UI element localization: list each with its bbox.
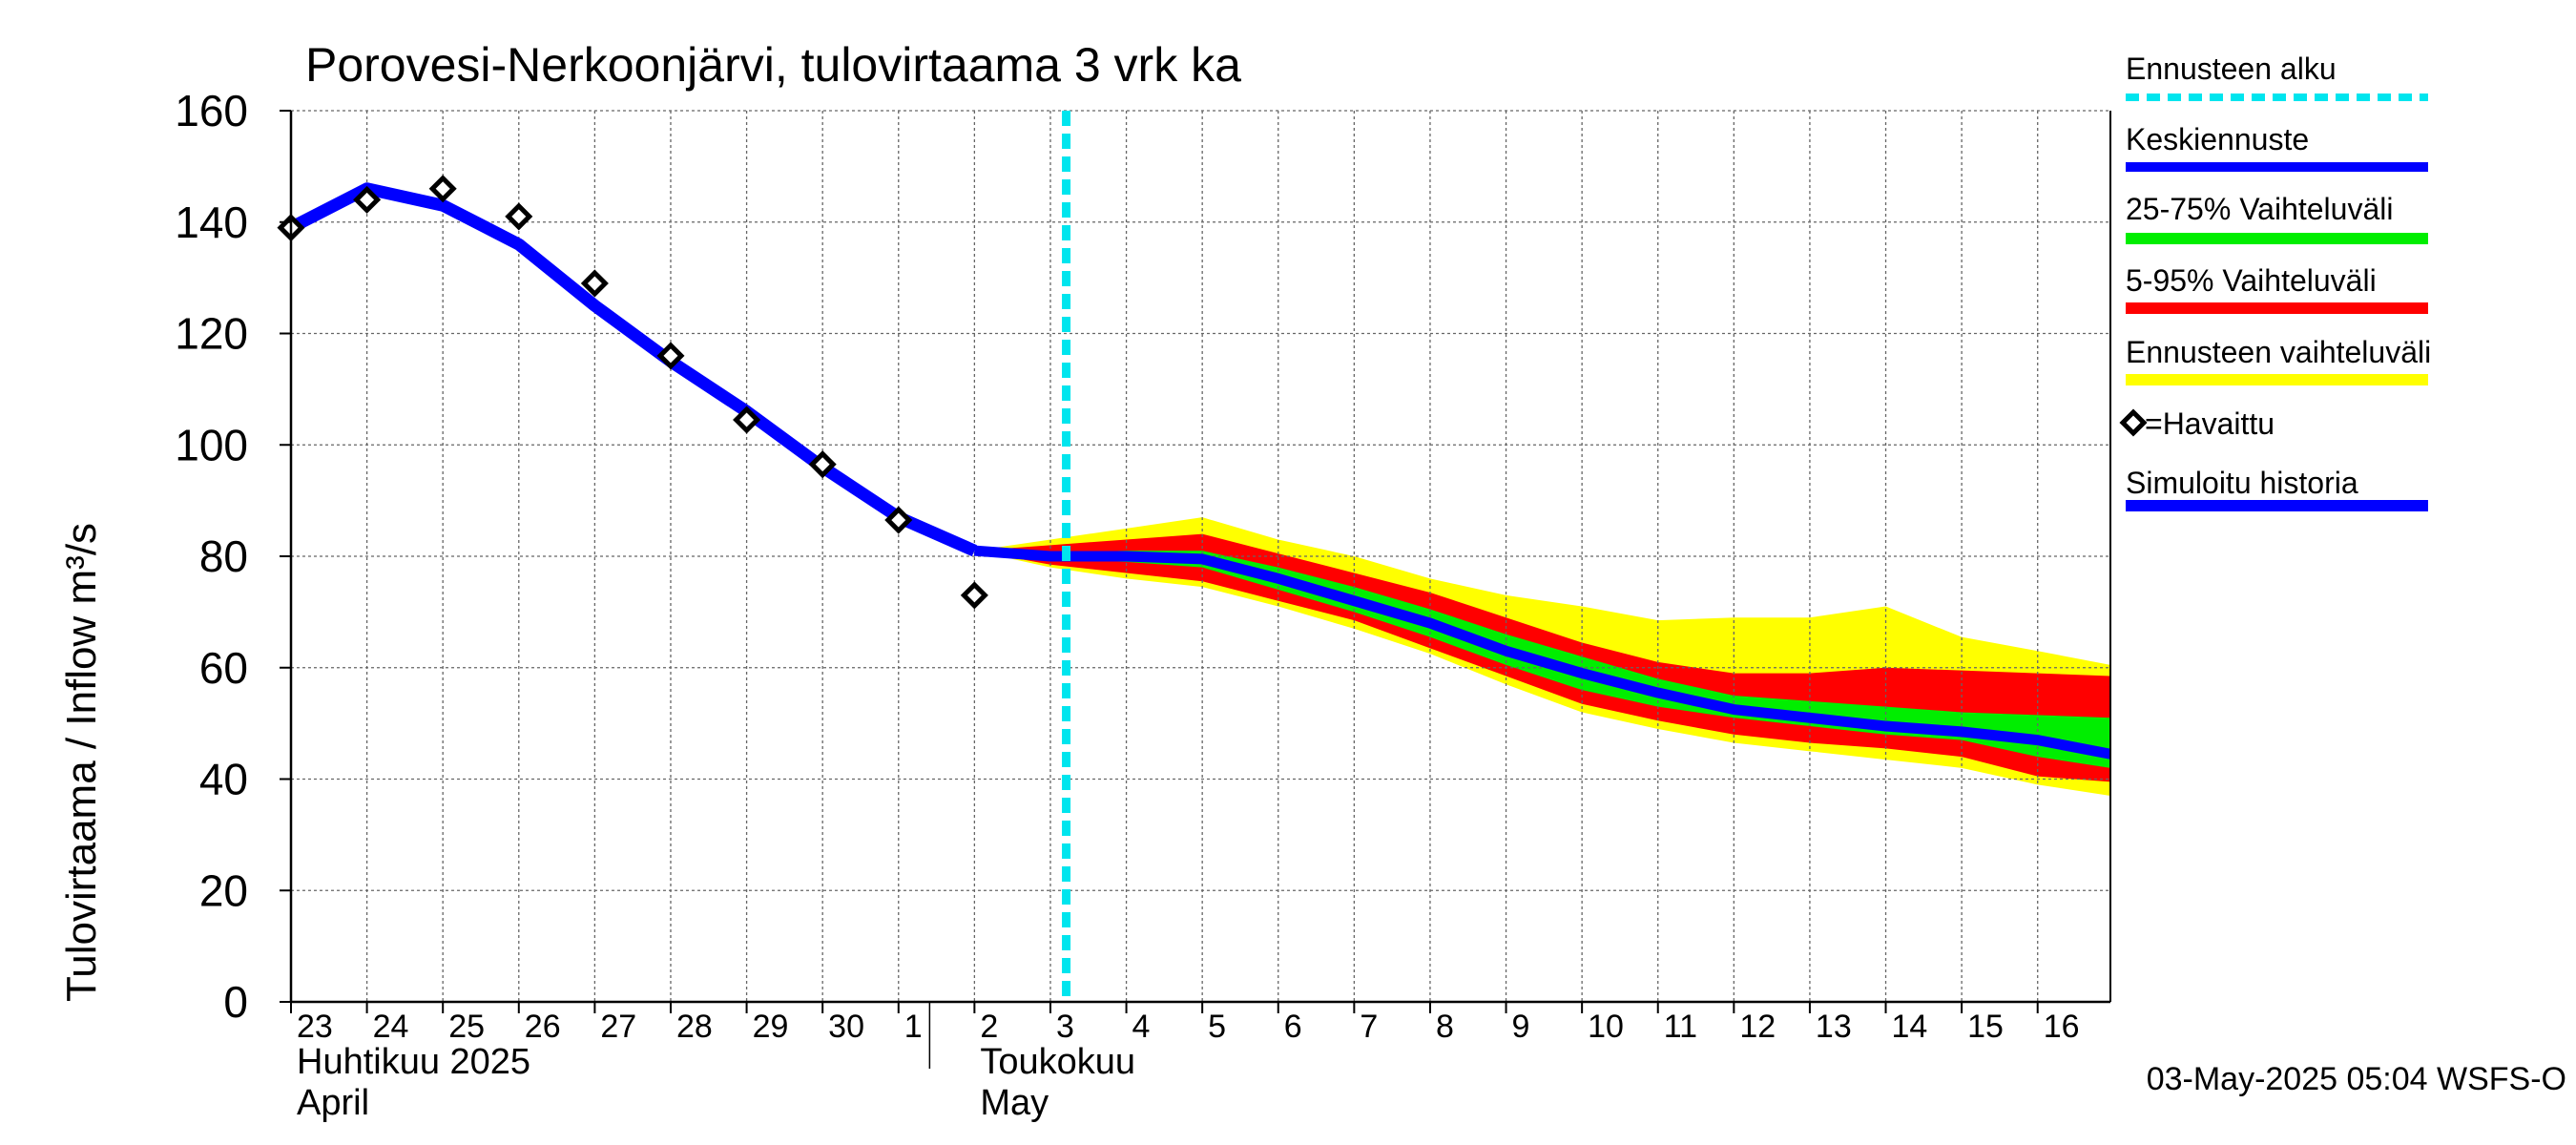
y-tick-label: 0 (223, 977, 248, 1027)
observed-marker (580, 269, 609, 298)
observed-marker (884, 506, 913, 534)
month-label-en: April (297, 1083, 369, 1123)
x-tick-label: 27 (600, 1009, 636, 1045)
x-tick-label: 13 (1816, 1009, 1852, 1045)
x-tick-label: 7 (1360, 1009, 1378, 1045)
x-tick-label: 12 (1739, 1009, 1776, 1045)
legend: Ennusteen alku Keskiennuste 25-75% Vaihtel… (2119, 52, 2431, 511)
y-tick-label: 100 (175, 420, 248, 469)
legend-label: Keskiennuste (2126, 122, 2309, 156)
y-tick-label: 140 (175, 198, 248, 247)
observed-marker (428, 175, 457, 203)
x-tick-label: 8 (1436, 1009, 1454, 1045)
y-tick-label: 80 (199, 531, 248, 581)
median-forecast-line (973, 545, 2112, 760)
observed-marker (505, 202, 533, 231)
x-tick-label: 6 (1284, 1009, 1302, 1045)
data-lines (277, 111, 2112, 1002)
observed-marker (656, 342, 685, 370)
x-tick-label: 5 (1208, 1009, 1226, 1045)
simulated-history-line (288, 182, 977, 557)
x-tick-label: 23 (297, 1009, 333, 1045)
y-axis-label: Tulovirtaama / Inflow m³/s (58, 523, 105, 1002)
month-label: Toukokuu (980, 1042, 1135, 1082)
observed-marker (960, 581, 988, 610)
chart-title: Porovesi-Nerkoonjärvi, tulovirtaama 3 vr… (305, 38, 1241, 92)
x-tick-label: 29 (753, 1009, 789, 1045)
observed-marker (353, 185, 382, 214)
x-tick-label: 3 (1056, 1009, 1074, 1045)
month-label: Huhtikuu 2025 (297, 1042, 530, 1082)
observed-marker (733, 406, 761, 434)
x-tick-label: 16 (2044, 1009, 2080, 1045)
legend-label: 25-75% Vaihteluväli (2126, 192, 2393, 226)
x-tick-label: 14 (1892, 1009, 1928, 1045)
footer-timestamp: 03-May-2025 05:04 WSFS-O (2147, 1061, 2566, 1097)
y-tick-label: 160 (175, 86, 248, 135)
x-tick-label: 28 (676, 1009, 713, 1045)
observed-marker (808, 450, 837, 479)
legend-label: =Havaittu (2145, 406, 2275, 441)
legend-label: 5-95% Vaihteluväli (2126, 263, 2377, 298)
x-tick-label: 15 (1967, 1009, 2004, 1045)
x-tick-label: 4 (1132, 1009, 1151, 1045)
x-tick-label: 25 (448, 1009, 485, 1045)
legend-label: Ennusteen vaihteluväli (2126, 335, 2431, 369)
y-tick-label: 120 (175, 309, 248, 359)
x-tick-label: 24 (373, 1009, 409, 1045)
legend-marker-observed (2119, 408, 2148, 437)
y-tick-label: 20 (199, 865, 248, 915)
month-label-en: May (980, 1083, 1049, 1123)
x-tick-label: 30 (828, 1009, 864, 1045)
x-tick-label: 9 (1512, 1009, 1530, 1045)
x-tick-label: 11 (1664, 1009, 1697, 1045)
legend-label: Simuloitu historia (2126, 466, 2358, 500)
y-tick-label: 60 (199, 643, 248, 693)
x-tick-label: 10 (1588, 1009, 1624, 1045)
y-tick-label: 40 (199, 755, 248, 804)
x-tick-label: 26 (525, 1009, 561, 1045)
legend-label: Ennusteen alku (2126, 52, 2337, 86)
x-tick-label: 2 (980, 1009, 998, 1045)
x-tick-label: 1 (904, 1009, 923, 1045)
